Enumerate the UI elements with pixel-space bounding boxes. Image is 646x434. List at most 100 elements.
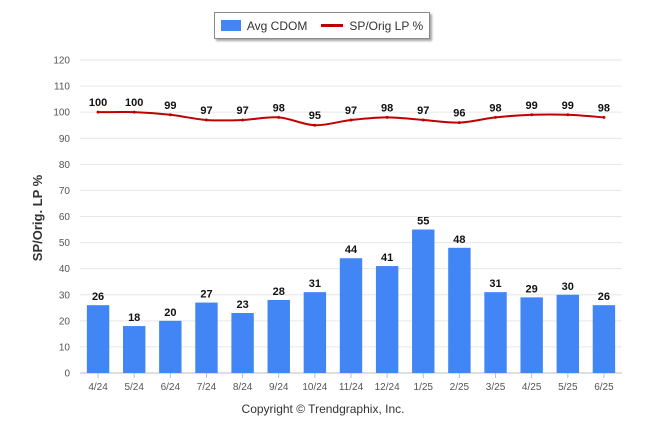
bar[interactable] [484,292,507,373]
line-data-label: 100 [125,97,143,109]
line-point[interactable] [204,118,208,122]
legend-item-bar[interactable]: Avg CDOM [220,19,307,33]
y-tick-label: 100 [53,108,70,119]
bar[interactable] [520,297,543,373]
bar-data-label: 55 [417,216,429,228]
x-tick-label: 12/24 [375,382,400,393]
legend-label-line: SP/Orig LP % [349,18,424,33]
bar[interactable] [159,320,182,373]
y-tick-label: 10 [59,342,71,353]
legend-line-swatch [321,24,344,27]
line-data-label: 95 [309,110,321,122]
line-point[interactable] [494,115,498,119]
y-axis-title: SP/Orig. LP % [30,174,45,261]
line-data-label: 99 [562,100,574,112]
x-tick-label: 5/24 [124,382,144,393]
y-tick-label: 120 [53,56,70,67]
x-tick-label: 3/25 [486,382,506,393]
line-point[interactable] [566,113,570,117]
line-series [96,110,606,127]
bar-data-label: 48 [453,234,465,246]
bar-data-label: 44 [345,244,358,256]
x-tick-label: 2/25 [450,382,470,393]
copyright-text: Copyright © Trendgraphix, Inc. [241,402,405,416]
x-tick-label: 4/25 [522,382,542,393]
line-point[interactable] [168,113,172,117]
bar[interactable] [86,305,110,373]
y-tick-label: 70 [59,186,71,197]
y-tick-label: 50 [59,238,71,249]
y-tick-label: 30 [59,290,71,301]
line-data-label: 98 [273,102,285,114]
line-point[interactable] [277,115,281,119]
line-point[interactable] [421,118,425,122]
y-tick-label: 60 [59,212,71,223]
line-data-label: 97 [345,105,357,117]
bar-data-label: 41 [381,252,393,264]
bar[interactable] [231,313,254,373]
line-point[interactable] [457,121,461,125]
bar-data-label: 23 [236,299,248,311]
bar-data-label: 27 [200,289,212,301]
x-tick-label: 5/25 [558,382,578,393]
line-point[interactable] [530,113,534,117]
x-tick-label: 6/25 [594,382,614,393]
legend-item-line[interactable]: SP/Orig LP % [321,19,423,33]
bar-series [86,229,616,373]
line-data-label: 97 [417,105,429,117]
x-tick-label: 11/24 [339,382,364,393]
bar[interactable] [303,292,327,373]
y-tick-label: 110 [54,82,70,93]
line-point[interactable] [241,118,245,122]
y-tick-label: 0 [64,369,70,380]
line-data-label: 98 [489,102,501,114]
line-point[interactable] [313,123,317,127]
bar[interactable] [267,299,290,373]
bar[interactable] [375,266,399,373]
line-point[interactable] [385,115,389,119]
x-tick-label: 1/25 [414,382,434,393]
legend: Avg CDOM SP/Orig LP % [214,12,430,39]
bar-data-label: 30 [562,281,574,293]
bar[interactable] [195,302,218,373]
bar-data-label: 28 [273,286,285,298]
data-labels: 26 18 20 27 23 28 31 44 41 55 48 31 29 30 26 100 100 99 97… [89,97,610,324]
bar[interactable] [339,258,363,373]
line-data-label: 98 [598,102,610,114]
bar[interactable] [412,229,435,373]
line-point[interactable] [602,115,606,119]
line-data-label: 100 [89,97,107,109]
line-data-label: 99 [164,100,176,112]
x-tick-label: 8/24 [233,382,253,393]
bar[interactable] [556,294,580,373]
y-tick-label: 20 [59,316,71,327]
y-tick-label: 40 [59,264,71,275]
line-data-label: 99 [526,100,538,112]
bar[interactable] [122,326,146,373]
line-point[interactable] [349,118,353,122]
axes: 0 10 20 30 40 50 60 70 80 90 100 110 120 4/24 5/24 6/24… [53,56,614,394]
y-tick-label: 90 [59,134,71,145]
line-data-label: 97 [200,105,212,117]
y-tick-label: 80 [59,160,71,171]
x-tick-label: 9/24 [269,382,289,393]
line-point[interactable] [132,110,136,114]
bar-data-label: 18 [128,312,140,324]
bar[interactable] [592,305,616,373]
x-tick-label: 10/24 [302,382,327,393]
line-point[interactable] [96,110,100,114]
bar-data-label: 20 [164,307,176,319]
legend-bar-swatch [220,20,241,31]
bar[interactable] [448,247,471,373]
bar-data-label: 31 [489,278,501,290]
bar-data-label: 26 [598,291,610,303]
bar-data-label: 29 [526,283,538,295]
line-data-label: 98 [381,102,393,114]
bar-data-label: 26 [92,291,104,303]
bar-data-label: 31 [309,278,321,290]
line-data-label: 96 [453,108,465,120]
x-tick-label: 4/24 [88,382,108,393]
x-tick-label: 6/24 [161,382,181,393]
